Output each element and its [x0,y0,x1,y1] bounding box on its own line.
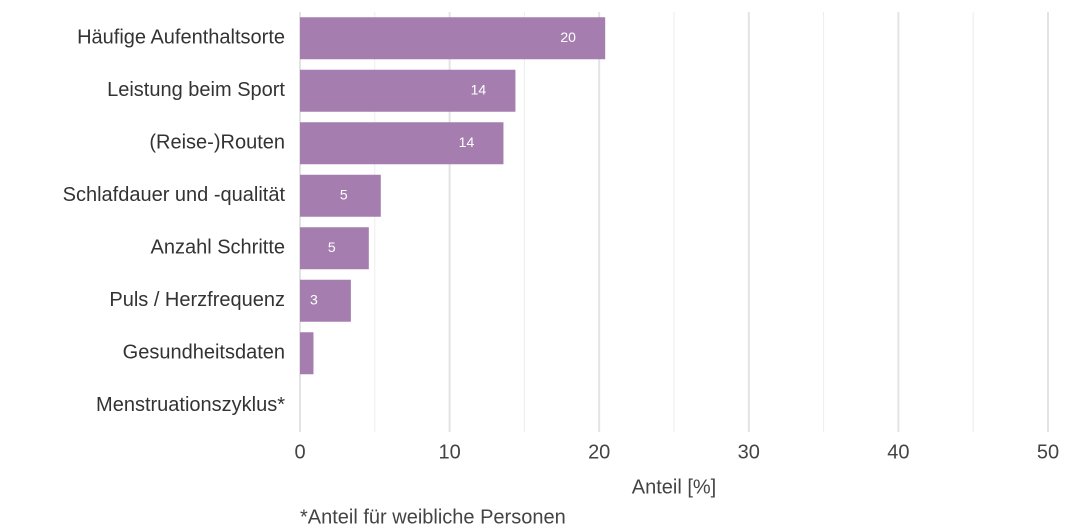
y-tick-label: (Reise-)Routen [149,132,285,154]
bar [300,122,504,165]
x-tick-label: 20 [588,441,610,463]
value-label: 5 [328,239,336,255]
bar [300,332,314,375]
value-label: 5 [340,186,348,202]
value-label: 20 [560,29,576,45]
y-tick-label: Puls / Herzfrequenz [109,289,285,311]
y-tick-label: Häufige Aufenthaltsorte [77,27,285,49]
x-tick-label: 0 [294,441,305,463]
y-tick-label: Gesundheitsdaten [123,342,285,364]
bar [300,17,606,60]
footnote: *Anteil für weibliche Personen [300,506,566,528]
bar [300,227,369,270]
value-label: 14 [459,134,475,150]
x-tick-label: 40 [887,441,909,463]
x-tick-label: 50 [1037,441,1059,463]
x-tick-label: 10 [438,441,460,463]
bar [300,279,351,322]
x-axis-label: Anteil [%] [632,476,716,498]
bar [300,174,381,217]
y-tick-label: Leistung beim Sport [107,79,285,101]
y-tick-label: Schlafdauer und -qualität [63,184,286,206]
bar [300,69,516,112]
value-label: 14 [471,81,487,97]
y-tick-label: Anzahl Schritte [150,237,285,259]
y-tick-label: Menstruationszyklus* [96,394,285,416]
x-tick-label: 30 [738,441,760,463]
value-label: 3 [310,291,318,307]
